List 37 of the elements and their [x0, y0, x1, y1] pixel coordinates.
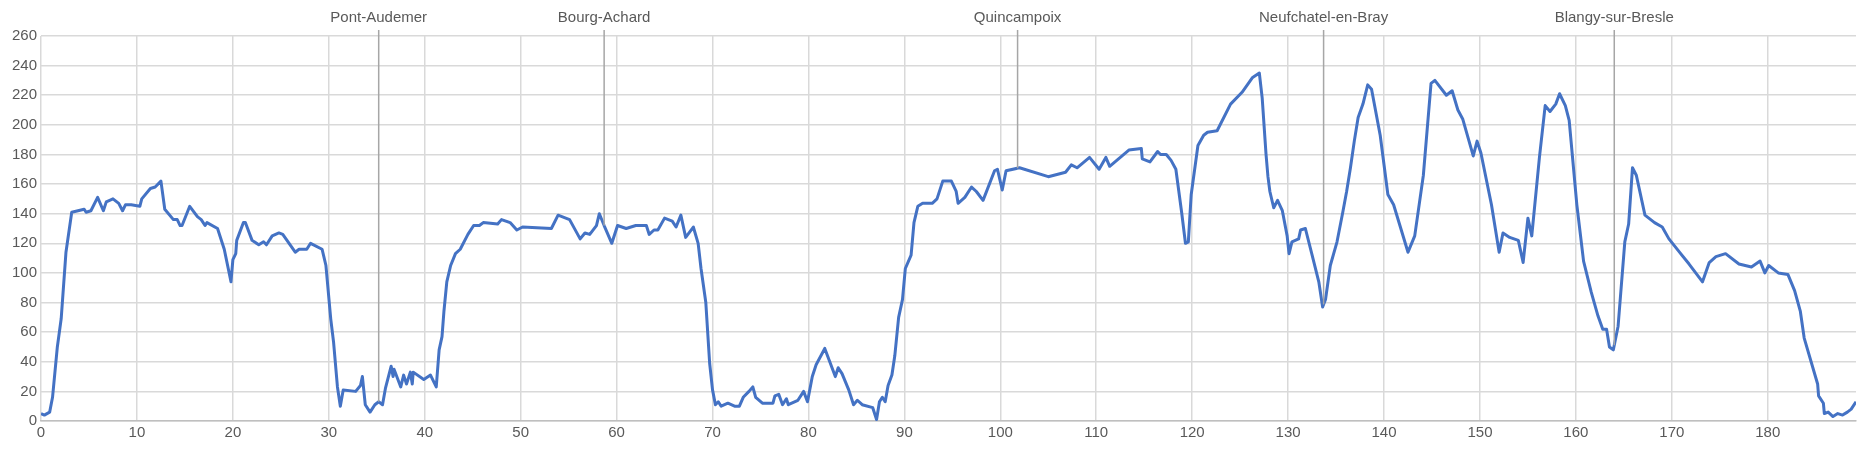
x-tick-label: 120 [1179, 423, 1205, 441]
ref-line-label: Quincampoix [973, 7, 1062, 25]
ref-line-label: Neufchatel-en-Bray [1258, 7, 1389, 25]
x-tick-label: 60 [608, 423, 625, 441]
y-tick-label: 260 [12, 26, 38, 44]
ref-line-label: Bourg-Achard [557, 7, 651, 25]
y-tick-label: 20 [20, 381, 38, 399]
x-tick-label: 100 [987, 423, 1013, 441]
y-tick-label: 200 [12, 114, 38, 132]
ref-line-label: Blangy-sur-Bresle [1554, 7, 1674, 25]
x-tick-label: 140 [1371, 423, 1397, 441]
x-tick-label: 40 [416, 423, 434, 441]
x-tick-label: 160 [1563, 423, 1589, 441]
y-tick-label: 220 [12, 85, 38, 103]
x-tick-label: 70 [704, 423, 721, 441]
y-tick-label: 120 [12, 233, 38, 251]
y-tick-label: 40 [20, 351, 38, 369]
x-tick-label: 80 [800, 423, 817, 441]
ref-line-label: Pont-Audemer [330, 7, 428, 25]
y-tick-label: 240 [12, 55, 38, 73]
y-tick-label: 60 [20, 322, 38, 340]
x-tick-label: 30 [320, 423, 338, 441]
x-tick-label: 10 [128, 423, 146, 441]
y-tick-label: 80 [20, 292, 38, 310]
x-tick-label: 150 [1467, 423, 1493, 441]
y-tick-label: 160 [12, 174, 38, 192]
y-tick-label: 0 [28, 411, 38, 429]
x-tick-label: 110 [1084, 423, 1109, 441]
x-tick-label: 50 [512, 423, 530, 441]
y-tick-label: 100 [12, 263, 38, 281]
x-tick-label: 170 [1659, 423, 1685, 441]
y-tick-label: 180 [12, 144, 38, 162]
x-tick-label: 90 [896, 423, 913, 441]
x-tick-label: 20 [224, 423, 242, 441]
x-tick-label: 180 [1755, 423, 1781, 441]
x-tick-label: 130 [1275, 423, 1301, 441]
y-tick-label: 140 [12, 203, 38, 221]
